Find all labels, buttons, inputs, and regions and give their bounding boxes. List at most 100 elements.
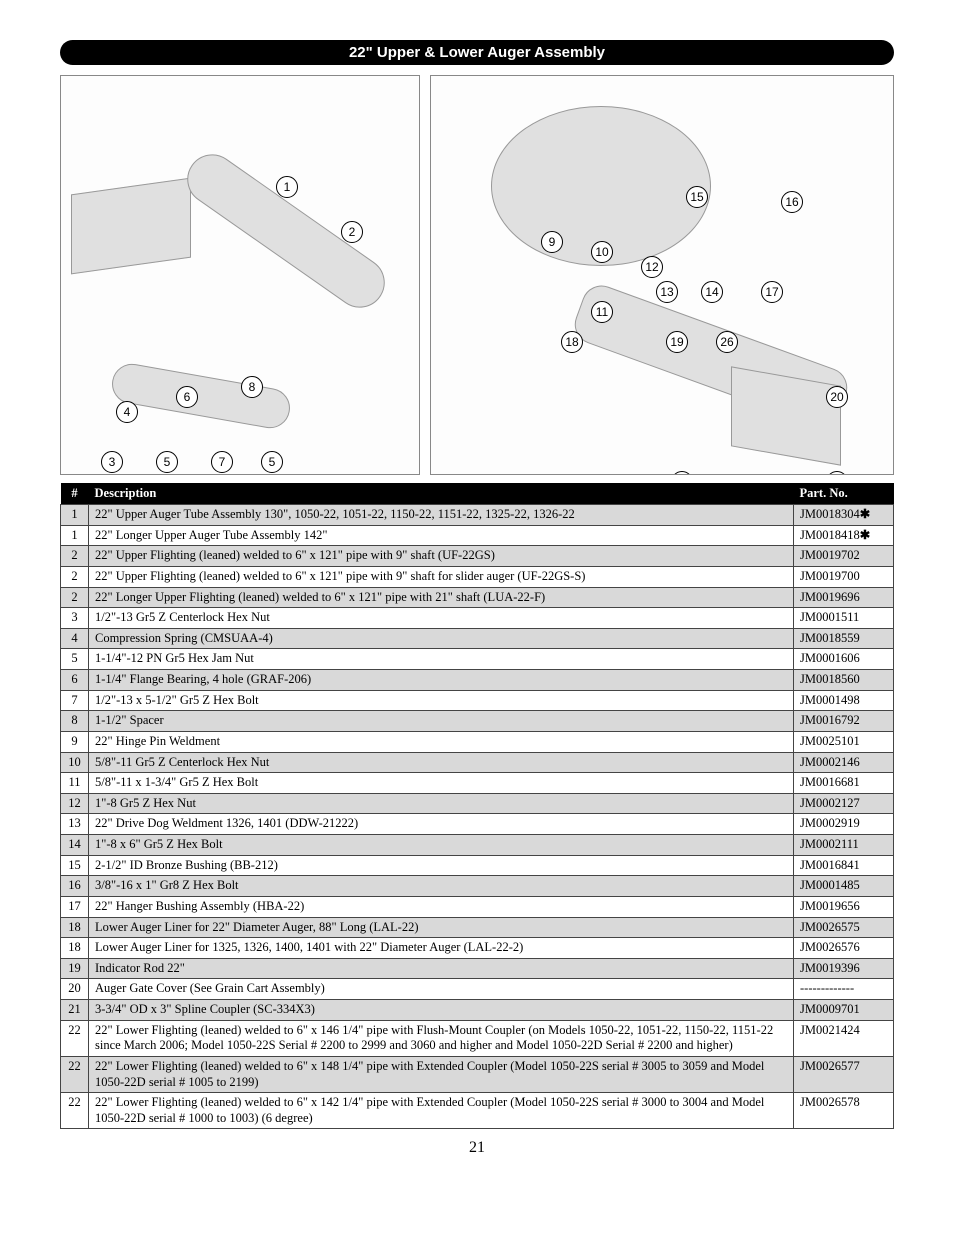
table-row: 61-1/4" Flange Bearing, 4 hole (GRAF-206… (61, 670, 894, 691)
table-row: 71/2"-13 x 5-1/2" Gr5 Z Hex BoltJM000149… (61, 690, 894, 711)
diagram-row: 128643575 15169101213141711181926202221 (60, 75, 894, 475)
row-partno: JM0001511 (794, 608, 894, 629)
diagram-lower-auger: 15169101213141711181926202221 (430, 75, 894, 475)
row-num: 5 (61, 649, 89, 670)
callout-10: 10 (591, 241, 613, 263)
table-row: 152-1/2" ID Bronze Bushing (BB-212)JM001… (61, 855, 894, 876)
table-row: 4Compression Spring (CMSUAA-4)JM0018559 (61, 628, 894, 649)
table-row: 115/8"-11 x 1-3/4" Gr5 Z Hex BoltJM00166… (61, 773, 894, 794)
table-row: 222" Longer Upper Flighting (leaned) wel… (61, 587, 894, 608)
row-num: 13 (61, 814, 89, 835)
callout-26: 26 (716, 331, 738, 353)
row-partno: JM0016792 (794, 711, 894, 732)
parts-table: # Description Part. No. 122" Upper Auger… (60, 483, 894, 1129)
asterisk-icon: ✱ (860, 507, 870, 521)
row-partno: JM0018418✱ (794, 525, 894, 546)
row-num: 10 (61, 752, 89, 773)
table-row: 922" Hinge Pin WeldmentJM0025101 (61, 731, 894, 752)
table-row: 18Lower Auger Liner for 22" Diameter Aug… (61, 917, 894, 938)
diagram-upper-auger: 128643575 (60, 75, 420, 475)
row-partno: JM0001606 (794, 649, 894, 670)
row-desc: 1-1/4"-12 PN Gr5 Hex Jam Nut (89, 649, 794, 670)
row-num: 14 (61, 835, 89, 856)
row-partno: JM0018304✱ (794, 505, 894, 526)
table-row: 122" Upper Auger Tube Assembly 130", 105… (61, 505, 894, 526)
row-num: 1 (61, 525, 89, 546)
callout-11: 11 (591, 301, 613, 323)
row-desc: 1"-8 Gr5 Z Hex Nut (89, 793, 794, 814)
row-desc: 22" Longer Upper Auger Tube Assembly 142… (89, 525, 794, 546)
row-partno: JM0026575 (794, 917, 894, 938)
row-num: 18 (61, 917, 89, 938)
row-partno: JM0019696 (794, 587, 894, 608)
callout-13: 13 (656, 281, 678, 303)
row-desc: 22" Lower Flighting (leaned) welded to 6… (89, 1020, 794, 1056)
row-partno: JM0026577 (794, 1056, 894, 1092)
callout-15: 15 (686, 186, 708, 208)
row-desc: 1/2"-13 x 5-1/2" Gr5 Z Hex Bolt (89, 690, 794, 711)
callout-22: 22 (671, 471, 693, 475)
row-num: 22 (61, 1056, 89, 1092)
callout-9: 9 (541, 231, 563, 253)
row-desc: 22" Longer Upper Flighting (leaned) weld… (89, 587, 794, 608)
table-row: 222" Upper Flighting (leaned) welded to … (61, 566, 894, 587)
table-row: 2222" Lower Flighting (leaned) welded to… (61, 1056, 894, 1092)
callout-18: 18 (561, 331, 583, 353)
table-row: 213-3/4" OD x 3" Spline Coupler (SC-334X… (61, 1000, 894, 1021)
row-desc: 1-1/4" Flange Bearing, 4 hole (GRAF-206) (89, 670, 794, 691)
callout-5: 5 (156, 451, 178, 473)
row-partno: JM0002146 (794, 752, 894, 773)
table-row: 18Lower Auger Liner for 1325, 1326, 1400… (61, 938, 894, 959)
callout-5: 5 (261, 451, 283, 473)
row-partno: JM0002111 (794, 835, 894, 856)
row-desc: 22" Hanger Bushing Assembly (HBA-22) (89, 896, 794, 917)
table-row: 2222" Lower Flighting (leaned) welded to… (61, 1020, 894, 1056)
table-row: 141"-8 x 6" Gr5 Z Hex BoltJM0002111 (61, 835, 894, 856)
row-num: 1 (61, 505, 89, 526)
row-partno: JM0019396 (794, 958, 894, 979)
page-title: 22" Upper & Lower Auger Assembly (60, 40, 894, 65)
row-desc: 1"-8 x 6" Gr5 Z Hex Bolt (89, 835, 794, 856)
row-desc: 22" Hinge Pin Weldment (89, 731, 794, 752)
callout-17: 17 (761, 281, 783, 303)
row-partno: JM0026578 (794, 1093, 894, 1129)
row-num: 2 (61, 566, 89, 587)
row-num: 21 (61, 1000, 89, 1021)
row-partno: JM0019700 (794, 566, 894, 587)
row-num: 3 (61, 608, 89, 629)
table-row: 51-1/4"-12 PN Gr5 Hex Jam NutJM0001606 (61, 649, 894, 670)
row-num: 6 (61, 670, 89, 691)
row-desc: Lower Auger Liner for 1325, 1326, 1400, … (89, 938, 794, 959)
row-num: 19 (61, 958, 89, 979)
callout-6: 6 (176, 386, 198, 408)
row-partno: JM0018560 (794, 670, 894, 691)
row-num: 20 (61, 979, 89, 1000)
row-desc: 22" Upper Flighting (leaned) welded to 6… (89, 566, 794, 587)
row-num: 4 (61, 628, 89, 649)
row-num: 11 (61, 773, 89, 794)
callout-14: 14 (701, 281, 723, 303)
row-desc: 22" Lower Flighting (leaned) welded to 6… (89, 1056, 794, 1092)
col-header-num: # (61, 483, 89, 505)
row-num: 18 (61, 938, 89, 959)
row-desc: 22" Drive Dog Weldment 1326, 1401 (DDW-2… (89, 814, 794, 835)
row-partno: JM0002127 (794, 793, 894, 814)
row-partno: JM0018559 (794, 628, 894, 649)
row-desc: Lower Auger Liner for 22" Diameter Auger… (89, 917, 794, 938)
row-desc: 3-3/4" OD x 3" Spline Coupler (SC-334X3) (89, 1000, 794, 1021)
row-num: 16 (61, 876, 89, 897)
asterisk-icon: ✱ (860, 528, 870, 542)
row-desc: Auger Gate Cover (See Grain Cart Assembl… (89, 979, 794, 1000)
table-row: 222" Upper Flighting (leaned) welded to … (61, 546, 894, 567)
row-desc: Indicator Rod 22" (89, 958, 794, 979)
callout-19: 19 (666, 331, 688, 353)
row-partno: JM0025101 (794, 731, 894, 752)
table-row: 163/8"-16 x 1" Gr8 Z Hex BoltJM0001485 (61, 876, 894, 897)
row-partno: JM0016841 (794, 855, 894, 876)
table-row: 122" Longer Upper Auger Tube Assembly 14… (61, 525, 894, 546)
callout-21: 21 (826, 471, 848, 475)
table-row: 1722" Hanger Bushing Assembly (HBA-22)JM… (61, 896, 894, 917)
row-desc: 22" Upper Flighting (leaned) welded to 6… (89, 546, 794, 567)
row-partno: JM0019702 (794, 546, 894, 567)
row-num: 12 (61, 793, 89, 814)
